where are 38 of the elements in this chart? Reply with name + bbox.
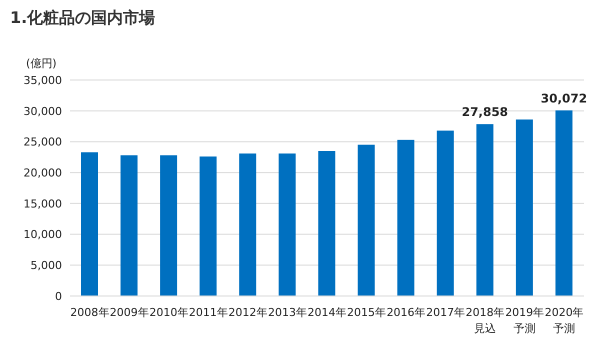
x-tick-label: 2020年予測: [544, 306, 584, 335]
y-tick-label: 20,000: [24, 166, 62, 180]
y-axis-title: (億円): [26, 56, 57, 71]
bar: [160, 155, 178, 296]
x-tick-label: 2012年: [228, 306, 268, 319]
y-tick-label: 25,000: [24, 136, 62, 149]
bar: [516, 119, 533, 296]
bar: [120, 155, 138, 296]
data-label: 27,858: [462, 105, 508, 120]
chart-title: 1.化粧品の国内市場: [10, 8, 156, 29]
y-tick-label: 0: [55, 290, 62, 303]
bar: [278, 153, 296, 296]
x-tick-label: 2013年: [268, 306, 307, 319]
bar: [555, 110, 572, 296]
bar: [476, 124, 494, 296]
bar: [200, 156, 217, 296]
x-tick-label: 2011年: [188, 306, 228, 319]
bar: [239, 153, 256, 296]
x-tick-label: 2009年: [110, 306, 149, 319]
x-tick-label: 2018年見込: [466, 306, 505, 335]
bar: [436, 130, 454, 296]
bar: [358, 144, 375, 296]
x-tick-label: 2008年: [70, 306, 110, 319]
y-tick-label: 35,000: [24, 74, 62, 87]
x-tick-label: 2019年予測: [505, 306, 544, 335]
x-tick-label: 2017年: [426, 306, 466, 319]
y-tick-label: 5,000: [30, 259, 62, 272]
y-tick-label: 15,000: [24, 197, 62, 210]
bar: [397, 140, 414, 296]
y-tick-label: 30,000: [24, 104, 62, 118]
bar: [81, 152, 98, 296]
data-label: 30,072: [540, 91, 588, 106]
x-tick-label: 2015年: [347, 306, 386, 319]
x-tick-label: 2010年: [149, 306, 188, 319]
y-tick-label: 10,000: [24, 228, 62, 242]
bar: [318, 150, 336, 296]
x-tick-label: 2014年: [308, 306, 346, 319]
x-tick-label: 2016年: [386, 306, 426, 319]
